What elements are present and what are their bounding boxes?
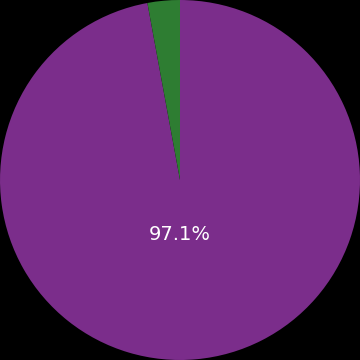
Text: 97.1%: 97.1% (149, 225, 211, 243)
Wedge shape (147, 0, 180, 180)
